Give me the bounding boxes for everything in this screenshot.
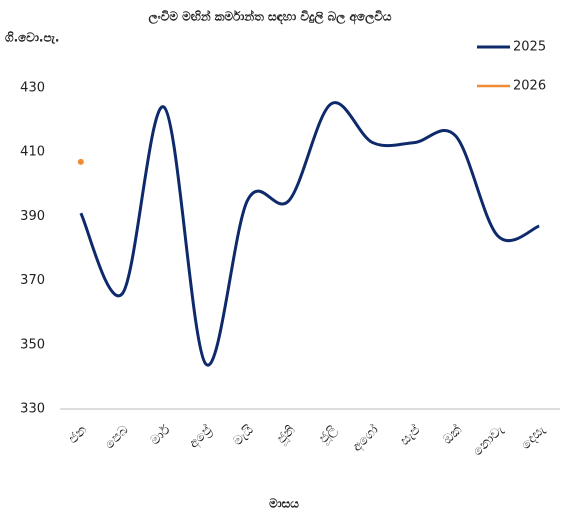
y-tick-label: 410: [20, 145, 45, 160]
x-tick-label: දෙසැ: [518, 422, 548, 452]
y-tick-label: 430: [20, 81, 45, 96]
x-tick-label: ජූනි: [274, 422, 299, 447]
x-tick-label: අප්‍රේ: [186, 422, 216, 452]
y-tick-label: 390: [20, 209, 45, 224]
x-tick-label: ඔක්: [439, 422, 465, 448]
y-tick-label: 330: [20, 402, 45, 417]
data-line: [79, 101, 540, 367]
data-point: [77, 158, 84, 165]
x-tick-label: පෙබ: [102, 423, 132, 453]
y-tick-label: 370: [20, 273, 45, 288]
x-tick-label: නොවැ: [470, 422, 507, 459]
chart-title: ලංවිම මඟින් කර්මාන්ත සඳහා විදුලි බල අලෙව…: [148, 9, 391, 25]
x-tick-label: මාර්: [147, 422, 174, 449]
x-tick-label: මැයි: [230, 422, 257, 449]
x-tick-label: ජූලි: [316, 423, 340, 447]
y-tick-label: 350: [20, 337, 45, 352]
x-tick-label: අගෝ: [349, 422, 382, 455]
y-axis-label: ගි.වො.පැ.: [5, 31, 59, 45]
legend-label: 2025: [513, 40, 546, 55]
x-tick-label: සැප්: [397, 422, 424, 449]
x-axis-label: මාසය: [269, 497, 299, 511]
legend-label: 2026: [513, 79, 546, 94]
x-tick-label: ජන: [66, 422, 91, 447]
